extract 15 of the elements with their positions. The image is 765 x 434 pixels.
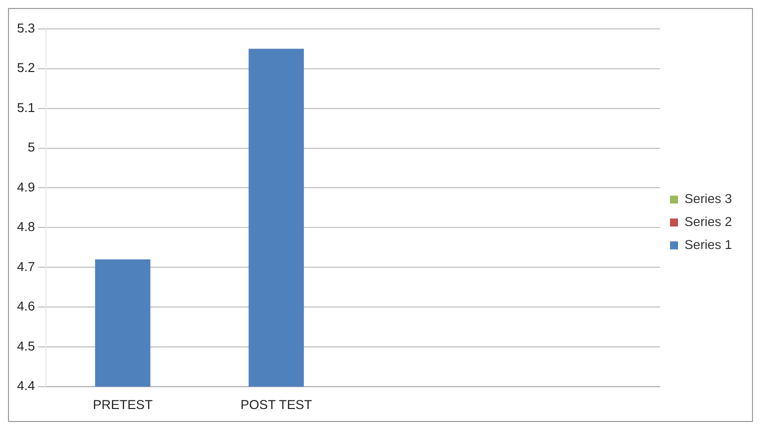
x-tick-label: PRETEST [92, 396, 153, 412]
y-tick-label: 5 [28, 140, 35, 155]
legend-label: Series 3 [684, 191, 732, 206]
y-tick-label: 4.4 [16, 378, 35, 394]
y-tick-label: 4.9 [16, 179, 35, 194]
legend-label: Series 2 [684, 214, 732, 230]
legend-label: Series 1 [684, 236, 732, 252]
y-tick-label: 4.5 [16, 338, 35, 354]
x-tick-label: POST TEST [240, 396, 312, 412]
y-tick-label: 4.8 [16, 219, 35, 234]
y-tick-label: 5.2 [16, 60, 35, 76]
y-tick-label: 4.7 [16, 258, 35, 274]
y-tick-label: 5.1 [16, 100, 35, 115]
y-tick-label: 4.6 [16, 298, 35, 314]
y-tick-label: 5.3 [16, 20, 35, 36]
